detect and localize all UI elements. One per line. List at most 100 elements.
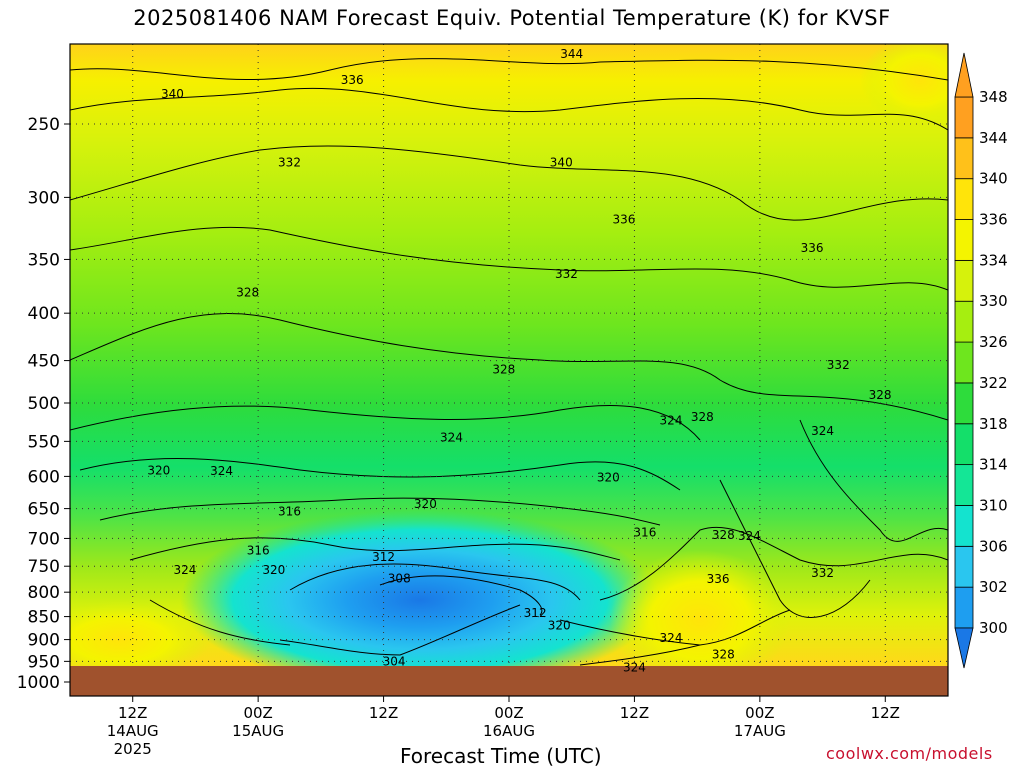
contour-lines	[70, 58, 948, 666]
colorbar-label: 302	[979, 578, 1008, 596]
contour-label: 324	[174, 563, 197, 577]
colorbar-swatch	[954, 545, 974, 588]
y-tick-label: 1000	[17, 673, 60, 693]
contour-labels: 344 340 336 340 332 336 336 332 328 328 332 328 324 3…	[147, 47, 892, 675]
contour-label: 328	[869, 388, 892, 402]
warm-upper-region	[860, 44, 948, 125]
grid-lines	[70, 44, 948, 666]
x-tick-label: 15AUG	[232, 722, 284, 740]
contour-label: 332	[278, 155, 301, 169]
contour-label: 308	[388, 571, 411, 585]
y-tick-label: 650	[28, 500, 60, 520]
x-axis-label: Forecast Time (UTC)	[400, 744, 602, 768]
colorbar-swatch	[954, 382, 974, 425]
colorbar-label: 334	[979, 251, 1008, 269]
contour-label: 332	[811, 566, 834, 580]
x-tick-label: 00Z	[243, 704, 272, 722]
colorbar-swatch	[954, 300, 974, 343]
contour-label: 316	[633, 526, 656, 540]
colorbar-label: 340	[979, 170, 1008, 188]
y-axis: 250 300 350 400 450 500 550 600 650 700 750 800 850 9…	[17, 115, 70, 693]
y-tick-label: 950	[28, 652, 60, 672]
contour-label: 324	[660, 631, 683, 645]
colorbar-label: 344	[979, 129, 1008, 147]
contour-label: 336	[801, 241, 824, 255]
contour-label: 324	[660, 413, 683, 427]
colorbar-swatch	[954, 178, 974, 220]
colorbar-label: 348	[979, 88, 1008, 106]
colorbar-swatch	[954, 219, 974, 261]
contour-label: 344	[560, 47, 583, 61]
colorbar: 300 302 306 310 314 318 322 326 330 334 336 340 344 3…	[954, 52, 1008, 669]
y-tick-label: 850	[28, 608, 60, 628]
contour-label: 328	[712, 648, 735, 662]
colorbar-top-arrow	[954, 52, 974, 98]
y-tick-label: 750	[28, 557, 60, 577]
colorbar-label: 318	[979, 415, 1008, 433]
contour-label: 332	[827, 358, 850, 372]
x-tick-label: 12Z	[620, 704, 649, 722]
colorbar-label: 314	[979, 456, 1008, 474]
x-tick-label: 00Z	[494, 704, 523, 722]
contour-label: 336	[707, 572, 730, 586]
colorbar-label: 306	[979, 537, 1008, 555]
colorbar-swatch	[954, 505, 974, 547]
x-tick-label: 12Z	[871, 704, 900, 722]
contour-label: 324	[440, 431, 463, 445]
y-tick-label: 500	[28, 394, 60, 414]
colorbar-bottom-arrow	[954, 627, 974, 669]
y-tick-label: 450	[28, 352, 60, 372]
contour-label: 312	[524, 606, 547, 620]
colorbar-swatch	[954, 464, 974, 506]
colorbar-swatch	[954, 341, 974, 384]
y-tick-label: 400	[28, 304, 60, 324]
chart-title: 2025081406 NAM Forecast Equiv. Potential…	[133, 6, 891, 30]
contour-label: 320	[147, 463, 170, 477]
y-tick-label: 300	[28, 188, 60, 208]
contour-label: 320	[414, 497, 437, 511]
y-tick-label: 800	[28, 583, 60, 603]
colorbar-label: 330	[979, 292, 1008, 310]
warm-lowlevel-region	[610, 550, 790, 666]
colorbar-swatch	[954, 137, 974, 180]
watermark-link[interactable]: coolwx.com/models	[826, 744, 993, 763]
y-tick-label: 600	[28, 467, 60, 487]
colorbar-label: 322	[979, 374, 1008, 392]
colorbar-label: 300	[979, 619, 1008, 637]
contour-label: 328	[236, 286, 259, 300]
contour-label: 320	[548, 618, 571, 632]
contour-label: 316	[247, 543, 270, 557]
contour-label: 304	[383, 654, 406, 668]
contour-label: 328	[691, 410, 714, 424]
x-tick-label: 14AUG	[107, 722, 159, 740]
colorbar-label: 310	[979, 496, 1008, 514]
contour-label: 340	[161, 87, 184, 101]
y-tick-label: 900	[28, 631, 60, 651]
ground-surface	[70, 666, 948, 696]
contour-label: 328	[712, 528, 735, 542]
contour-label: 324	[210, 464, 233, 478]
x-tick-label: 2025	[114, 740, 152, 758]
contour-label: 332	[555, 267, 578, 281]
contour-label: 340	[550, 155, 573, 169]
y-tick-label: 700	[28, 529, 60, 549]
contour-label: 312	[372, 550, 395, 564]
warm-lowlevel-region-2	[70, 600, 210, 666]
x-tick-label: 16AUG	[483, 722, 535, 740]
contour-label: 316	[278, 505, 301, 519]
x-tick-label: 00Z	[745, 704, 774, 722]
contour-label: 336	[341, 73, 364, 87]
cold-pool	[180, 510, 660, 666]
y-tick-label: 250	[28, 115, 60, 135]
y-tick-label: 550	[28, 432, 60, 452]
colorbar-swatch	[954, 259, 974, 302]
y-tick-label: 350	[28, 250, 60, 270]
contour-label: 328	[492, 362, 515, 376]
colorbar-label: 336	[979, 211, 1008, 229]
contour-label: 336	[613, 213, 636, 227]
contour-label: 320	[262, 563, 285, 577]
x-tick-label: 12Z	[118, 704, 147, 722]
x-tick-label: 17AUG	[734, 722, 786, 740]
